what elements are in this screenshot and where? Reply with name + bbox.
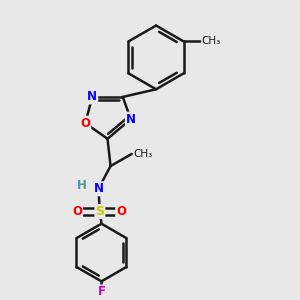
Text: O: O (116, 205, 126, 218)
Text: N: N (87, 90, 97, 104)
Text: F: F (98, 286, 105, 298)
Text: N: N (93, 182, 103, 195)
Text: N: N (126, 113, 136, 126)
Text: CH₃: CH₃ (133, 149, 153, 159)
Text: S: S (95, 205, 104, 218)
Text: O: O (80, 117, 90, 130)
Text: CH₃: CH₃ (202, 37, 221, 46)
Text: O: O (72, 205, 82, 218)
Text: H: H (77, 179, 87, 192)
